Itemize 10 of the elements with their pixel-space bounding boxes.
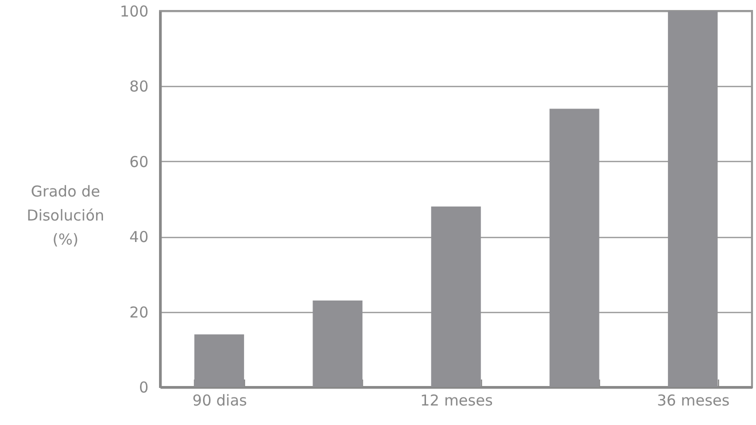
x-tick-label: 90 dias	[192, 392, 248, 410]
y-tick-label: 0	[138, 378, 148, 396]
x-tick-label: 36 meses	[657, 392, 730, 410]
y-tick-label: 60	[129, 152, 148, 171]
y-axis-title: Grado de Disolución (%)	[26, 182, 104, 248]
y-tick-label: 40	[129, 228, 148, 246]
y-tick-label: 20	[129, 303, 148, 322]
y-tick-label: 100	[120, 2, 148, 20]
y-tick-label: 80	[129, 78, 148, 96]
x-tick-label: 12 meses	[420, 392, 493, 410]
